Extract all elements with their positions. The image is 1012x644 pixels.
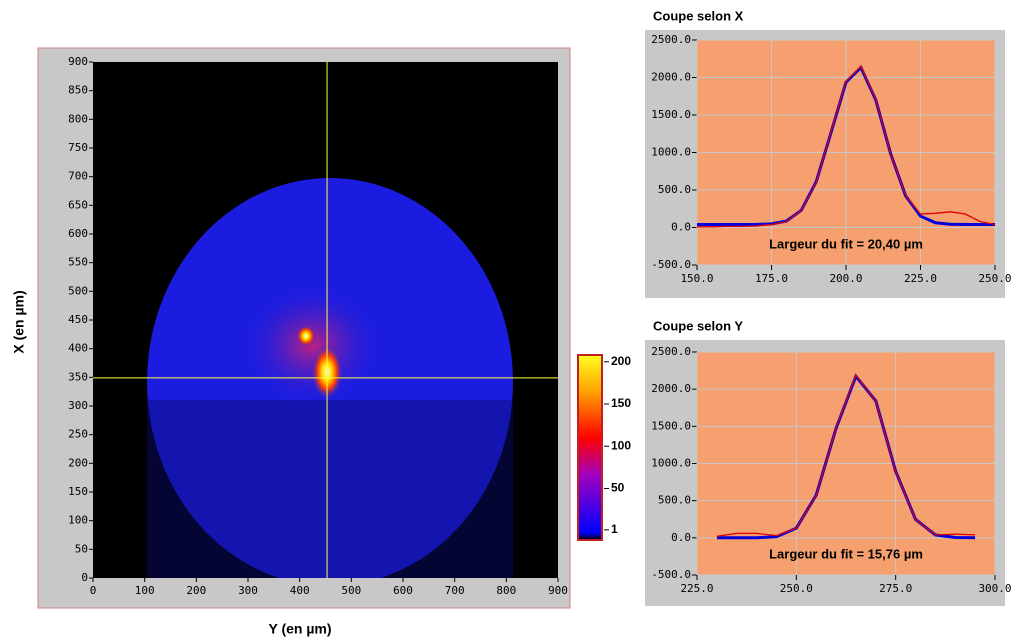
colorbar-tick-label: 200 [611,354,631,368]
y-tick-label: 2500.0 [651,33,691,46]
x-tick-label: 800 [496,584,516,597]
x-tick-label: 275.0 [879,582,912,595]
plot-title: Coupe selon Y [653,318,743,333]
y-tick-label: 800 [68,112,88,125]
y-tick-label: 500.0 [658,183,691,196]
x-tick-label: 900 [548,584,568,597]
y-tick-label: 300 [68,399,88,412]
series-line [716,373,976,537]
y-tick-label: 600 [68,227,88,240]
y-tick-label: 1000.0 [651,146,691,159]
x-tick-label: 225.0 [904,272,937,285]
y-tick-label: 350 [68,370,88,383]
colorbar [577,354,603,541]
x-tick-label: 250.0 [780,582,813,595]
colorbar-tick-label: 150 [611,396,631,410]
plot-title: Coupe selon X [653,8,744,23]
y-tick-label: 50 [75,542,88,555]
y-tick-label: 650 [68,198,88,211]
x-tick-label: 700 [445,584,465,597]
y-tick-label: 400 [68,342,88,355]
y-tick-label: 2000.0 [651,382,691,395]
colorbar-tick-label: 1 [611,522,618,536]
y-tick-label: 250 [68,428,88,441]
y-tick-label: 200 [68,456,88,469]
annotation: Largeur du fit = 15,76 µm [769,546,923,561]
y-tick-label: 850 [68,84,88,97]
y-tick-label: 550 [68,256,88,269]
y-axis-label: X (en µm) [11,290,27,353]
y-tick-label: 100 [68,514,88,527]
y-tick-label: 0.0 [671,221,691,234]
y-tick-label: 500 [68,284,88,297]
beam-noise [147,400,513,578]
annotation: Largeur du fit = 20,40 µm [769,236,923,251]
y-tick-label: 700 [68,170,88,183]
x-tick-label: 0 [90,584,97,597]
image [147,178,513,578]
y-tick-label: 1500.0 [651,108,691,121]
y-tick-label: 900 [68,55,88,68]
x-tick-label: 225.0 [680,582,713,595]
y-tick-label: 1000.0 [651,457,691,470]
x-tick-label: 300.0 [978,582,1011,595]
x-tick-label: 300 [238,584,258,597]
y-tick-label: 2000.0 [651,71,691,84]
hot-spot [296,325,316,347]
y-tick-label: 0.0 [671,531,691,544]
beam-glow [242,285,382,405]
y-tick-label: 750 [68,141,88,154]
y-tick-label: 2500.0 [651,345,691,358]
y-tick-label: 450 [68,313,88,326]
series-line [697,65,996,228]
x-tick-label: 500 [341,584,361,597]
x-tick-label: 150.0 [680,272,713,285]
y-tick-label: 1500.0 [651,419,691,432]
y-tick-label: 150 [68,485,88,498]
x-tick-label: 250.0 [978,272,1011,285]
y-tick-label: 0 [81,571,88,584]
x-tick-label: 100 [135,584,155,597]
colorbar-tick-label: 50 [611,481,625,495]
x-axis-label: Y (en µm) [268,621,331,637]
y-tick-label: -500.0 [651,258,691,271]
x-tick-label: 175.0 [755,272,788,285]
colorbar-tick-label: 100 [611,438,631,452]
y-tick-label: 500.0 [658,494,691,507]
x-tick-label: 400 [290,584,310,597]
x-tick-label: 600 [393,584,413,597]
x-tick-label: 200 [186,584,206,597]
y-tick-label: -500.0 [651,568,691,581]
x-tick-label: 200.0 [829,272,862,285]
